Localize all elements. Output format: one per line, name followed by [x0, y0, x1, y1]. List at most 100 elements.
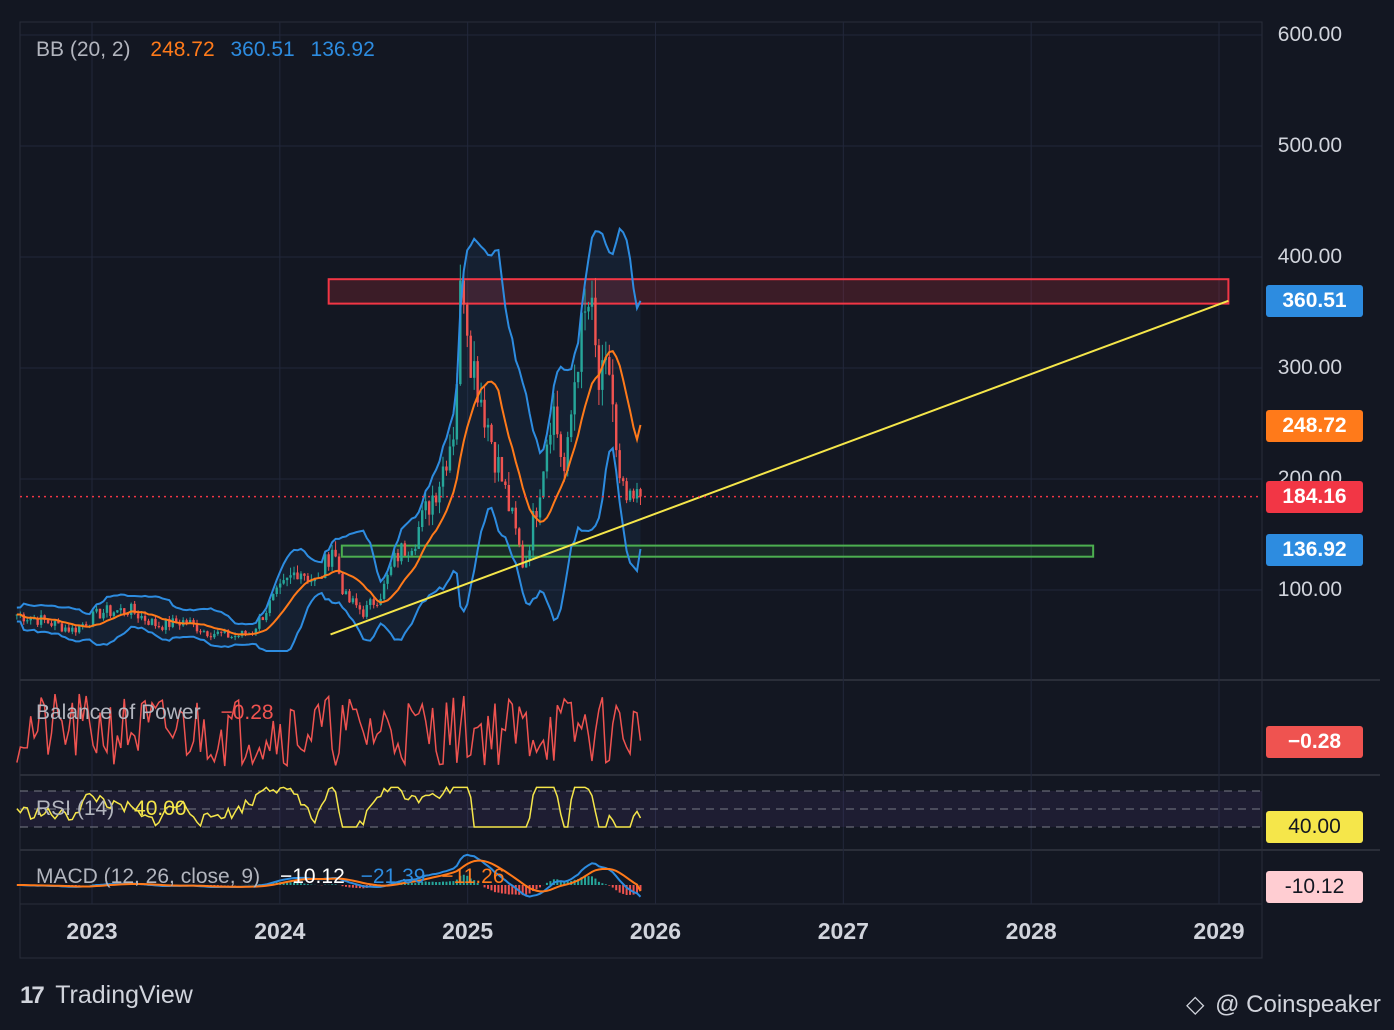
candle-body: [514, 507, 517, 529]
candle-body: [362, 609, 365, 617]
rsi-badge: 40.00: [1266, 811, 1363, 843]
candle-body: [223, 630, 226, 633]
bop-legend-label: Balance of Power: [36, 701, 201, 724]
candle-body: [296, 572, 299, 580]
candle-body: [528, 550, 531, 561]
candle-body: [157, 626, 161, 628]
time-tick-label: 2026: [629, 918, 682, 944]
candle-body: [594, 297, 597, 346]
candle-body: [493, 442, 497, 473]
time-tick-label: 2023: [66, 918, 118, 944]
candle-body: [531, 511, 535, 551]
candle-body: [278, 583, 282, 588]
candle-body: [233, 636, 237, 638]
bollinger-band-fill: [16, 228, 641, 652]
candle-body: [566, 437, 569, 472]
candle-body: [452, 439, 455, 447]
candle-body: [265, 613, 268, 621]
candle-body: [559, 434, 563, 458]
candle-body: [206, 631, 209, 637]
candle-body: [292, 572, 296, 576]
candle-body: [289, 575, 292, 578]
macd-hist-value: −10.12: [279, 865, 345, 888]
price-tick-label: 400.00: [1277, 245, 1342, 268]
candle-body: [403, 543, 407, 556]
candle-body: [303, 573, 306, 576]
time-tick-label: 2029: [1193, 918, 1245, 944]
macd-legend: MACD (12, 26, close, 9) −10.12 −21.39 −1…: [36, 865, 515, 889]
candle-body: [109, 605, 112, 616]
candle-body: [420, 510, 424, 528]
candle-body: [91, 611, 95, 626]
candle-body: [95, 608, 98, 612]
bop-line: [16, 693, 642, 768]
candle-body: [417, 527, 420, 549]
binance-diamond-icon: ◇: [1186, 991, 1205, 1018]
price-tick-label: 600.00: [1277, 23, 1342, 46]
candle-body: [164, 619, 168, 630]
candle-body: [98, 608, 102, 619]
candle-body: [414, 548, 417, 551]
bb-basis-line: [16, 350, 642, 636]
candle-body: [22, 614, 26, 622]
candle-body: [459, 280, 462, 385]
macd-legend-label: MACD (12, 26, close, 9): [36, 865, 261, 888]
rsi-line: [16, 785, 642, 828]
candle-body: [407, 555, 410, 557]
candle-body: [628, 490, 632, 501]
price-tick-label: 100.00: [1277, 578, 1342, 601]
time-tick-label: 2027: [817, 918, 869, 944]
bop-badge: −0.28: [1266, 726, 1363, 758]
candle-body: [299, 573, 303, 580]
candle-body: [375, 604, 379, 606]
candle-body: [188, 620, 192, 623]
candle-body: [483, 399, 486, 428]
candle-body: [306, 575, 310, 582]
candle-body: [102, 612, 105, 619]
candle-body: [441, 466, 445, 487]
candle-body: [112, 612, 116, 616]
candle-body: [427, 501, 431, 515]
candle-body: [348, 591, 351, 603]
candle-body: [521, 544, 524, 568]
candle-body: [535, 511, 538, 518]
candle-body: [389, 566, 393, 575]
macd-badge: -10.12: [1266, 871, 1363, 903]
time-tick-label: 2025: [442, 918, 494, 944]
candle-body: [67, 627, 71, 632]
candle-body: [78, 625, 81, 633]
candle-body: [497, 457, 500, 473]
candle-body: [36, 618, 39, 625]
candle-body: [552, 406, 556, 435]
candle-body: [337, 556, 341, 574]
candle-body: [323, 554, 327, 578]
candle-body: [213, 633, 216, 638]
candle-body: [490, 424, 493, 443]
candle-body: [258, 617, 261, 629]
candle-body: [119, 608, 123, 611]
candle-body: [549, 434, 552, 445]
candle-body: [608, 357, 611, 375]
candle-body: [261, 617, 265, 621]
candle-body: [84, 624, 88, 626]
candle-body: [358, 605, 362, 610]
candle-body: [504, 481, 507, 486]
candle-body: [143, 615, 147, 621]
candle-body: [161, 627, 164, 630]
candle-body: [341, 573, 344, 595]
candle-body: [369, 599, 372, 606]
bb-basis-value: 248.72: [150, 38, 215, 61]
candle-body: [168, 619, 171, 627]
candle-body: [39, 615, 43, 625]
candle-body: [237, 635, 240, 637]
candle-body: [230, 637, 233, 639]
candle-body: [220, 631, 223, 633]
candle-body: [472, 361, 476, 378]
ascending-trendline: [330, 299, 1229, 636]
candle-body: [129, 603, 133, 615]
candle-body: [400, 543, 403, 562]
candle-body: [310, 581, 313, 583]
candle-body: [601, 360, 604, 390]
